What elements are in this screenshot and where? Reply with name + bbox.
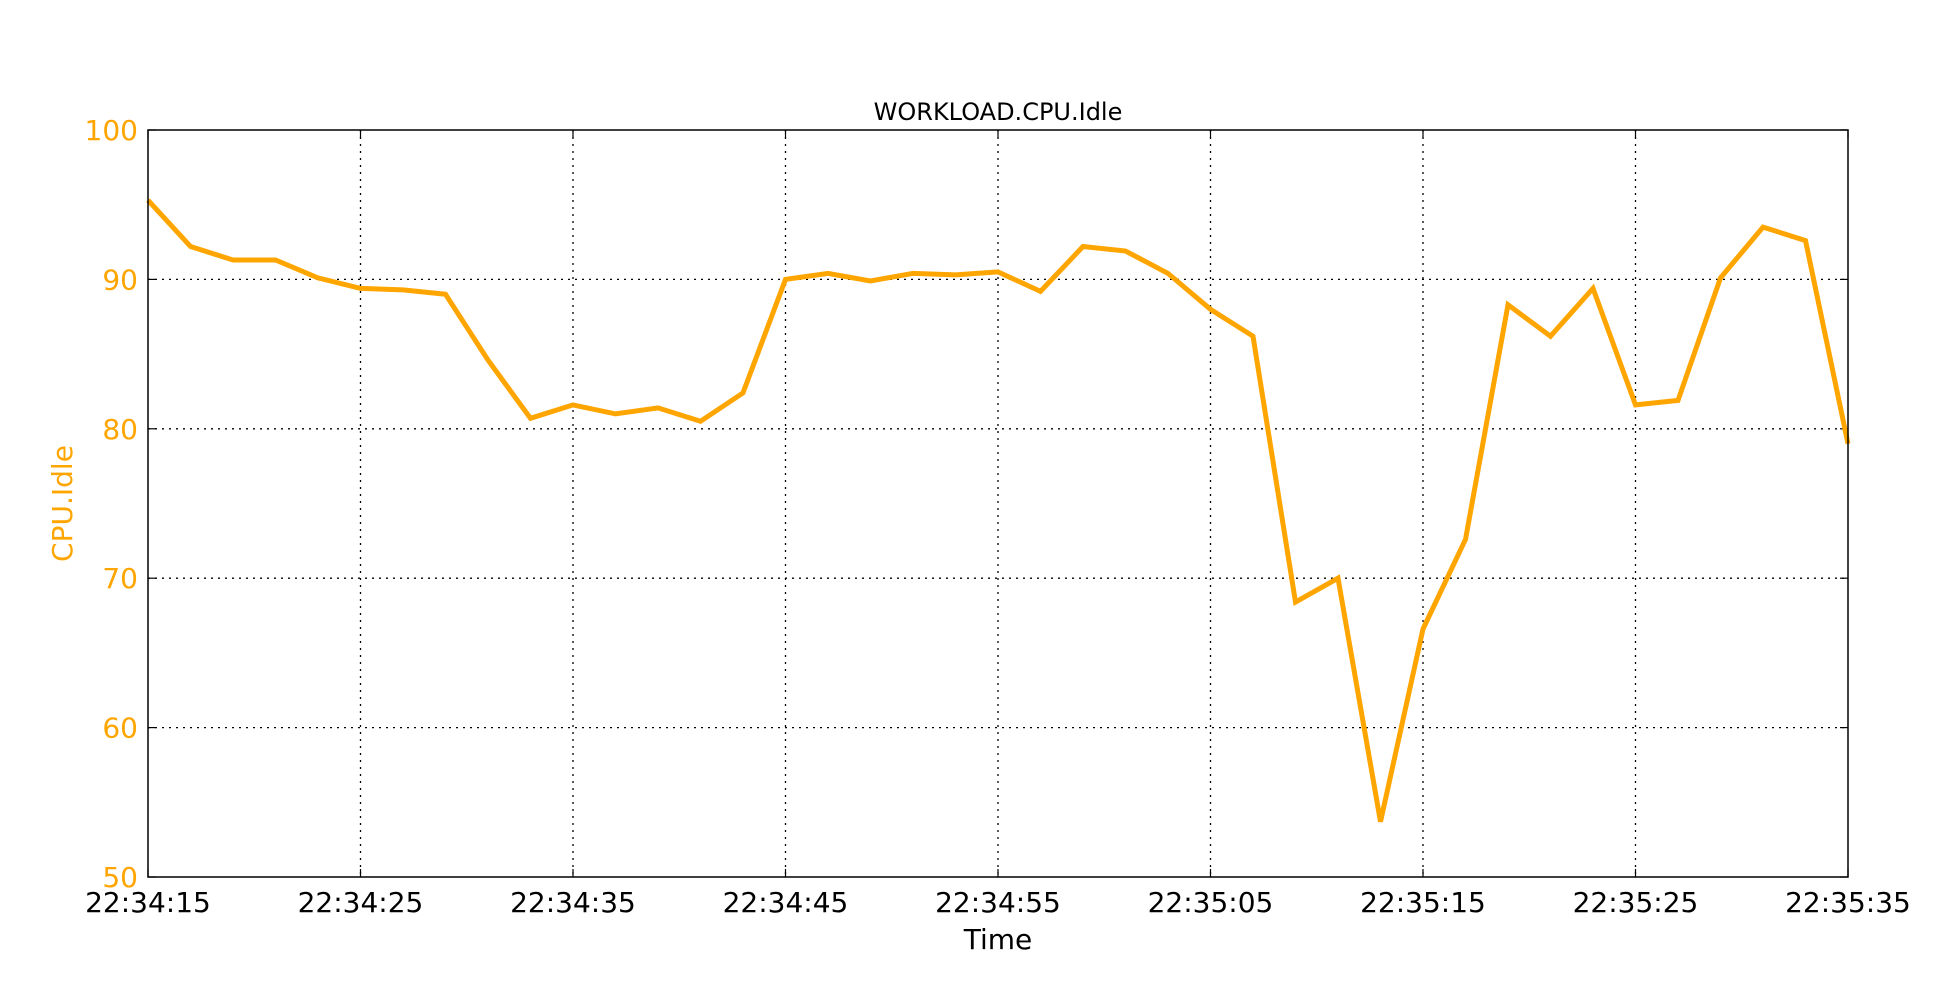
- y-tick-label: 100: [85, 114, 138, 147]
- x-axis-label: Time: [963, 923, 1033, 956]
- y-axis-tick-labels: 50 60 70 80 90 100: [85, 114, 138, 894]
- x-tick-label: 22:34:15: [85, 886, 211, 919]
- x-tick-label: 22:34:35: [510, 886, 636, 919]
- chart-title: WORKLOAD.CPU.Idle: [874, 98, 1123, 126]
- x-tick-label: 22:35:15: [1360, 886, 1486, 919]
- x-tick-label: 22:34:55: [935, 886, 1061, 919]
- plot-frame: [147, 129, 1849, 878]
- y-tick-label: 60: [102, 712, 138, 745]
- series-layer: [146, 198, 1851, 823]
- x-tick-label: 22:35:35: [1785, 886, 1911, 919]
- y-tick-label: 50: [102, 861, 138, 894]
- y-tick-label: 80: [102, 413, 138, 446]
- x-tick-label: 22:35:25: [1573, 886, 1699, 919]
- series-line-cpu-idle: [146, 198, 1851, 823]
- y-axis-label: CPU.Idle: [46, 445, 79, 562]
- x-tick-label: 22:35:05: [1148, 886, 1274, 919]
- x-tick-label: 22:34:45: [723, 886, 849, 919]
- x-axis-tick-labels: 22:34:15 22:34:25 22:34:35 22:34:45 22:34:55…: [85, 886, 1911, 919]
- y-tick-label: 70: [102, 562, 138, 595]
- y-tick-label: 90: [102, 263, 138, 296]
- x-tick-label: 22:34:25: [298, 886, 424, 919]
